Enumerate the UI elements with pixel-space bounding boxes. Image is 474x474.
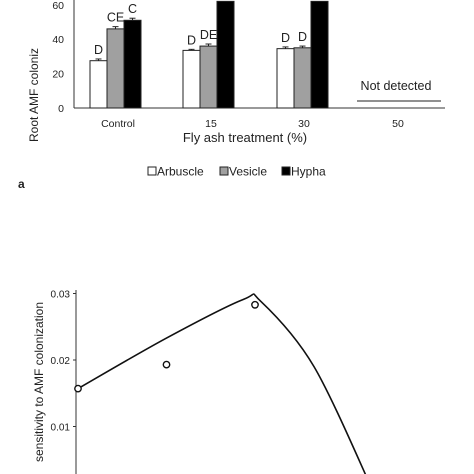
panel-b-plot: 0.01 0.02 0.03: [51, 290, 367, 474]
legend-label: Hypha: [291, 165, 326, 179]
bar: [199, 45, 218, 109]
legend-swatch: [147, 166, 157, 176]
legend-label: Arbuscle: [157, 165, 204, 179]
legend-swatch: [219, 166, 229, 176]
significance-letter: DE: [200, 28, 217, 42]
x-tick-label: Control: [101, 118, 135, 130]
x-tick-label: 30: [298, 118, 310, 130]
significance-letter: C: [128, 2, 137, 16]
data-point: [251, 300, 259, 309]
fit-curve: [77, 293, 367, 474]
panel-b-ylabel: sensitivity to AMF colonization: [32, 302, 46, 462]
significance-letter: D: [298, 30, 307, 44]
y-tick-label: 0: [58, 103, 64, 115]
significance-letter: CE: [107, 11, 124, 25]
bar: [276, 48, 295, 109]
panel-a-ylabel: Root AMF coloniz: [27, 48, 41, 142]
y-tick-label: 0.02: [51, 356, 71, 367]
y-tick-label: 0.01: [51, 423, 71, 434]
bar: [89, 60, 108, 109]
bar: [182, 49, 201, 109]
y-tick-label: 40: [52, 34, 64, 46]
y-tick-label: 20: [52, 69, 64, 81]
not-detected-annotation: Not detected: [361, 79, 432, 93]
bar: [106, 28, 125, 109]
panel-a-label: a: [18, 177, 25, 191]
y-tick-label: 0.03: [51, 290, 71, 301]
data-point: [74, 384, 82, 393]
y-tick-label: 60: [52, 0, 64, 12]
data-point: [162, 360, 171, 369]
significance-letter: D: [281, 31, 290, 45]
bar: [310, 0, 329, 109]
bar: [216, 0, 235, 109]
significance-letter: D: [94, 43, 103, 57]
panel-a-xlabel: Fly ash treatment (%): [183, 130, 307, 145]
panel-a-legend: Arbuscle Vesicle Hypha: [147, 165, 326, 179]
x-tick-label: 15: [205, 118, 217, 130]
legend-swatch: [281, 166, 291, 176]
x-tick-label: 50: [392, 118, 404, 130]
legend-label: Vesicle: [229, 165, 267, 179]
bar: [123, 19, 142, 109]
significance-letter: D: [187, 33, 196, 47]
bar: [293, 47, 312, 109]
